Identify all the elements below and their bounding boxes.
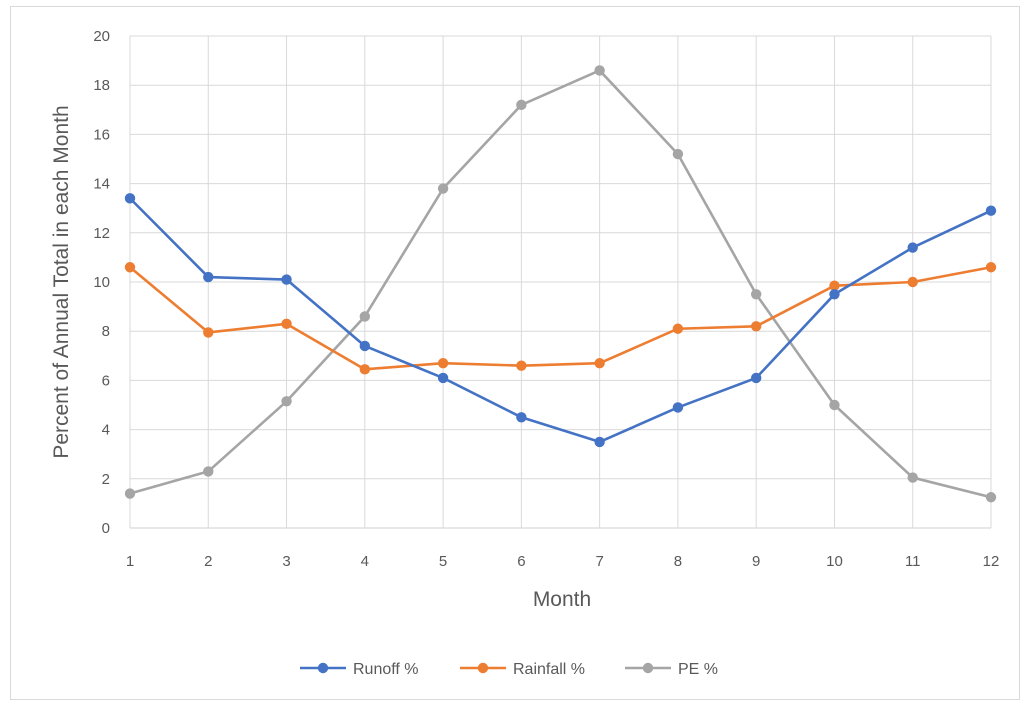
rainfall-point — [124, 262, 136, 273]
pe-point — [672, 148, 684, 160]
runoff-point — [281, 274, 292, 285]
series-lines — [124, 65, 997, 503]
runoff-point — [594, 436, 605, 448]
x-tick-label: 9 — [752, 553, 760, 570]
pe-point — [281, 396, 292, 407]
runoff-line — [129, 197, 992, 444]
legend-item-runoff: Runoff % — [300, 661, 419, 678]
legend-swatch-marker — [642, 662, 654, 674]
x-tick-label: 1 — [126, 553, 134, 570]
rainfall-point — [516, 360, 527, 371]
rainfall-point — [437, 357, 449, 369]
runoff-point — [672, 402, 684, 413]
y-tick-label: 0 — [102, 520, 110, 537]
runoff-point — [516, 412, 527, 423]
pe-point — [437, 183, 449, 194]
rainfall-point — [907, 276, 918, 288]
x-tick-label: 2 — [204, 553, 212, 570]
y-tick-label: 18 — [93, 77, 110, 94]
pe-point — [985, 492, 997, 503]
y-tick-labels: 0 2 4 6 8 10 12 14 16 18 20 — [93, 28, 110, 537]
x-tick-label: 4 — [361, 553, 369, 570]
runoff-point — [437, 372, 449, 384]
legend-item-rainfall: Rainfall % — [460, 661, 585, 678]
y-axis-title: Percent of Annual Total in each Month — [50, 105, 73, 458]
pe-line — [129, 69, 992, 499]
pe-point — [829, 399, 840, 411]
pe-point — [203, 466, 214, 477]
pe-point — [359, 311, 371, 322]
rainfall-point — [281, 318, 292, 330]
y-tick-label: 4 — [102, 422, 110, 439]
x-tick-label: 5 — [439, 553, 447, 570]
x-tick-label: 10 — [826, 553, 843, 570]
y-tick-label: 6 — [102, 372, 110, 389]
x-tick-label: 12 — [983, 553, 1000, 570]
y-tick-label: 8 — [102, 323, 110, 340]
x-tick-label: 7 — [595, 553, 603, 570]
rainfall-point — [985, 262, 997, 273]
legend-label: Rainfall % — [513, 661, 585, 678]
pe-point — [594, 65, 605, 76]
x-tick-label: 3 — [282, 553, 290, 570]
runoff-point — [750, 372, 762, 384]
legend-item-pe: PE % — [625, 661, 718, 678]
rainfall-point — [594, 357, 605, 369]
y-tick-label: 14 — [93, 176, 110, 193]
x-tick-label: 11 — [905, 553, 921, 570]
legend-label: PE % — [678, 661, 718, 678]
legend-swatch-marker — [477, 662, 489, 674]
legend-label: Runoff % — [353, 661, 419, 678]
rainfall-point — [829, 280, 840, 291]
x-tick-label: 6 — [517, 553, 525, 570]
x-axis-title: Month — [533, 588, 591, 611]
runoff-point — [124, 193, 136, 204]
runoff-point — [907, 242, 918, 253]
runoff-point — [359, 340, 371, 352]
gridlines — [129, 35, 992, 529]
y-tick-label: 2 — [102, 471, 110, 488]
pe-point — [750, 289, 762, 300]
rainfall-line — [129, 265, 992, 371]
legend: Runoff % Rainfall % PE % — [300, 661, 718, 678]
rainfall-point — [203, 327, 214, 338]
x-tick-label: 8 — [674, 553, 682, 570]
runoff-point — [829, 289, 840, 300]
chart-frame — [10, 6, 1020, 700]
pe-point — [124, 488, 136, 499]
legend-swatch-marker — [317, 662, 329, 674]
rainfall-point — [672, 323, 684, 334]
y-tick-label: 16 — [93, 126, 110, 143]
pe-point — [516, 99, 527, 111]
runoff-point — [203, 271, 214, 283]
runoff-point — [985, 205, 997, 216]
y-tick-label: 12 — [93, 225, 110, 242]
y-tick-label: 20 — [93, 28, 110, 45]
pe-point — [907, 472, 918, 483]
y-tick-label: 10 — [93, 274, 110, 291]
x-tick-labels: 1 2 3 4 5 6 7 8 9 10 11 12 — [126, 553, 1000, 570]
rainfall-point — [359, 364, 371, 375]
rainfall-point — [750, 321, 762, 332]
